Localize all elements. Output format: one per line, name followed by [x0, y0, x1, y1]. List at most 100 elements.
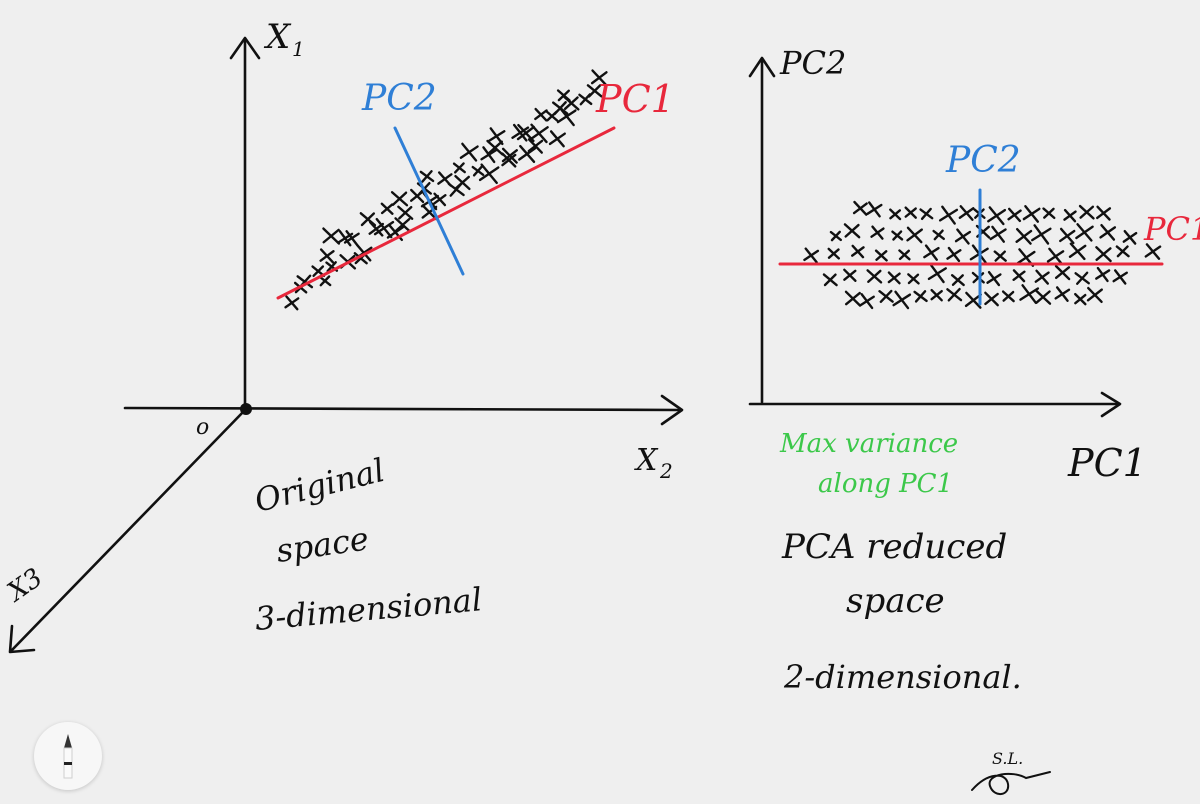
data-point-marker [1015, 227, 1033, 245]
data-point-marker [1046, 247, 1065, 266]
data-point-marker [843, 268, 857, 282]
data-point-marker [1099, 224, 1117, 241]
data-point-marker [844, 290, 862, 307]
data-point-marker [471, 165, 485, 177]
data-point-marker [359, 212, 377, 227]
pc2-axis [748, 56, 776, 404]
data-point-marker [1031, 224, 1052, 245]
data-point-marker [1074, 292, 1087, 306]
data-point-marker [1144, 243, 1162, 260]
data-point-marker [586, 84, 603, 98]
left-panel: o X 1 X 2 X3 PC1 PC2 Original space 3-di… [1, 17, 684, 654]
pc2-axis-label: PC2 [779, 44, 846, 82]
data-point-marker [486, 139, 504, 156]
x1-axis-label: X [263, 17, 292, 57]
pc1-axis-label: PC1 [1067, 441, 1147, 485]
data-point-marker [958, 205, 975, 221]
x2-axis-label: X [634, 443, 659, 478]
data-point-marker [932, 229, 945, 241]
data-point-marker [454, 174, 471, 191]
data-point-marker [527, 138, 544, 154]
data-point-marker [1086, 286, 1103, 304]
signature-scribble [971, 771, 1051, 795]
data-point-marker [516, 123, 536, 143]
data-point-marker [501, 152, 517, 168]
data-point-marker [1034, 269, 1050, 285]
right-pc2-label: PC2 [945, 140, 1021, 181]
data-point-marker [930, 288, 943, 302]
data-point-marker [394, 217, 412, 233]
variance-note-line-1: Max variance [779, 429, 958, 459]
data-point-marker [322, 227, 341, 245]
data-point-marker [891, 230, 904, 241]
data-point-marker [904, 206, 917, 219]
left-pc1-label: PC1 [595, 77, 675, 121]
pc1-axis [748, 391, 1122, 418]
x1-axis-subscript: 1 [292, 37, 305, 61]
signature: S.L. [971, 749, 1051, 795]
data-point-marker [534, 107, 548, 122]
data-point-marker [1122, 229, 1138, 245]
pencil-tool-button[interactable] [34, 722, 102, 790]
data-point-marker [1112, 269, 1128, 285]
data-point-marker [1054, 286, 1071, 302]
data-point-marker [548, 130, 566, 148]
data-point-marker [866, 201, 883, 218]
data-point-marker [437, 171, 453, 187]
data-point-marker [487, 127, 506, 146]
data-point-marker [822, 273, 838, 287]
left-caption: Original space 3-dimensional [251, 451, 484, 638]
data-point-marker [556, 106, 577, 127]
x3-axis-label: X3 [1, 563, 49, 609]
variance-note: Max variance along PC1 [779, 429, 958, 499]
data-point-marker [906, 226, 923, 244]
data-point-marker [556, 89, 571, 102]
data-point-marker [889, 208, 902, 221]
data-point-marker [478, 163, 500, 185]
x3-axis [8, 408, 247, 654]
data-point-marker [1019, 284, 1040, 304]
data-point-marker [946, 246, 962, 263]
data-point-marker [938, 205, 959, 225]
data-point-marker [964, 291, 982, 309]
data-point-marker [1095, 246, 1112, 263]
data-point-marker [987, 206, 1007, 226]
data-point-marker [1054, 264, 1071, 281]
data-point-marker [390, 191, 409, 207]
data-point-marker [1059, 227, 1076, 245]
data-point-marker [380, 202, 394, 215]
data-point-marker [1115, 245, 1130, 258]
data-point-marker [986, 270, 1002, 287]
data-point-marker [1034, 289, 1052, 305]
right-pc1-label: PC1 [1143, 210, 1200, 248]
data-point-marker [829, 230, 843, 242]
data-point-marker [432, 192, 447, 207]
left-pc2-line [393, 126, 465, 276]
data-point-marker [1012, 269, 1026, 283]
data-point-marker [1068, 242, 1087, 261]
left-caption-line-1: Original [251, 451, 389, 520]
data-point-marker [590, 69, 608, 87]
right-data-points [803, 200, 1162, 310]
data-point-marker [874, 249, 888, 262]
data-point-marker [1078, 204, 1095, 220]
data-point-marker [318, 275, 332, 287]
data-point-marker [319, 248, 335, 264]
data-point-marker [898, 249, 911, 261]
data-point-marker [946, 287, 963, 302]
data-point-marker [452, 162, 466, 174]
data-point-marker [1075, 223, 1094, 242]
data-point-marker [284, 295, 300, 311]
left-pc1-line [276, 126, 616, 300]
data-point-marker [1042, 207, 1056, 220]
x1-axis [229, 36, 261, 412]
left-caption-line-2: space [274, 519, 371, 570]
data-point-marker [984, 291, 999, 307]
origin-dot [240, 403, 252, 415]
x2-axis-subscript: 2 [659, 459, 673, 483]
data-point-marker [397, 205, 414, 220]
data-point-marker [852, 200, 868, 216]
data-point-marker [1074, 271, 1090, 285]
data-point-marker [459, 142, 479, 162]
